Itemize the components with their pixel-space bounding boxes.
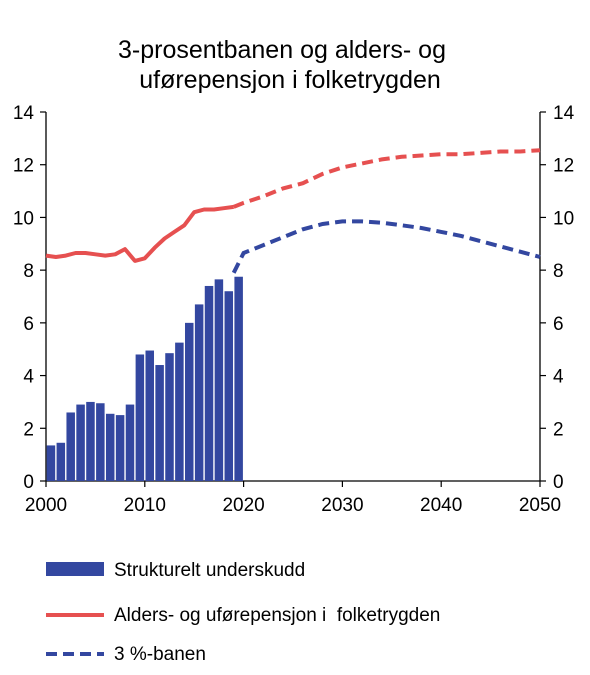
chart-title-line-2: uførepensjon i folketrygden <box>139 66 441 94</box>
line-3-prosent-banen <box>231 219 541 274</box>
bar-strukturelt-underskudd <box>56 442 66 481</box>
y-tick-label-left: 12 <box>13 156 34 177</box>
y-tick-label-left: 8 <box>23 261 34 282</box>
bar-strukturelt-underskudd <box>175 342 184 481</box>
y-ticks-group: 0 0 2 2 4 4 6 6 8 8 10 10 12 12 14 14 <box>13 103 575 493</box>
bar-strukturelt-underskudd <box>66 412 75 481</box>
x-tick-label: 2010 <box>124 495 166 516</box>
x-tick-label: 2030 <box>321 495 363 516</box>
y-tick-label-right: 10 <box>553 208 574 229</box>
y-tick-label-right: 6 <box>553 314 564 335</box>
y-tick-label-left: 14 <box>13 103 35 124</box>
bar-strukturelt-underskudd <box>234 276 243 481</box>
bar-strukturelt-underskudd <box>194 304 204 481</box>
x-tick-label: 2040 <box>420 495 462 516</box>
line-pension-projection <box>232 148 541 209</box>
legend-label-pension: Alders- og uførepensjon i folketrygden <box>114 605 440 626</box>
x-tick-label: 2000 <box>25 495 67 516</box>
y-tick-label-left: 4 <box>23 367 34 388</box>
bar-strukturelt-underskudd <box>185 322 194 481</box>
bar-strukturelt-underskudd <box>96 403 105 481</box>
x-tick-label: 2050 <box>519 495 561 516</box>
bar-strukturelt-underskudd <box>224 291 234 481</box>
x-ticks-group: 2000 2010 2020 2030 2040 2050 <box>25 481 561 516</box>
bar-strukturelt-underskudd <box>165 353 174 481</box>
legend-swatch-bars <box>46 562 104 576</box>
line-pension-historical <box>45 204 234 263</box>
legend-label-three-pct: 3 %-banen <box>114 644 206 665</box>
bar-strukturelt-underskudd <box>105 413 115 481</box>
bars-group <box>46 276 243 481</box>
y-tick-label-left: 2 <box>23 419 34 440</box>
y-tick-label-left: 6 <box>23 314 34 335</box>
y-tick-label-right: 2 <box>553 419 564 440</box>
bar-strukturelt-underskudd <box>155 365 164 481</box>
bar-strukturelt-underskudd <box>115 415 125 481</box>
y-tick-label-left: 10 <box>13 208 34 229</box>
lines-group <box>45 148 541 274</box>
y-tick-label-right: 4 <box>553 367 564 388</box>
chart-title-line-1: 3-prosentbanen og alders- og <box>118 36 446 64</box>
y-tick-label-right: 0 <box>553 472 564 493</box>
bar-strukturelt-underskudd <box>204 285 214 481</box>
bar-strukturelt-underskudd <box>46 445 56 481</box>
y-tick-label-left: 0 <box>23 472 34 493</box>
y-tick-label-right: 14 <box>553 103 575 124</box>
x-tick-label: 2020 <box>222 495 264 516</box>
legend-label-bars: Strukturelt underskudd <box>114 560 305 581</box>
y-tick-label-right: 8 <box>553 261 564 282</box>
bar-strukturelt-underskudd <box>86 401 95 481</box>
legend: Strukturelt underskudd Alders- og uførep… <box>46 560 440 665</box>
bar-strukturelt-underskudd <box>135 354 145 481</box>
bar-strukturelt-underskudd <box>76 404 85 481</box>
bar-strukturelt-underskudd <box>214 279 224 481</box>
bar-strukturelt-underskudd <box>125 404 135 481</box>
bar-strukturelt-underskudd <box>145 350 154 481</box>
y-tick-label-right: 12 <box>553 156 574 177</box>
